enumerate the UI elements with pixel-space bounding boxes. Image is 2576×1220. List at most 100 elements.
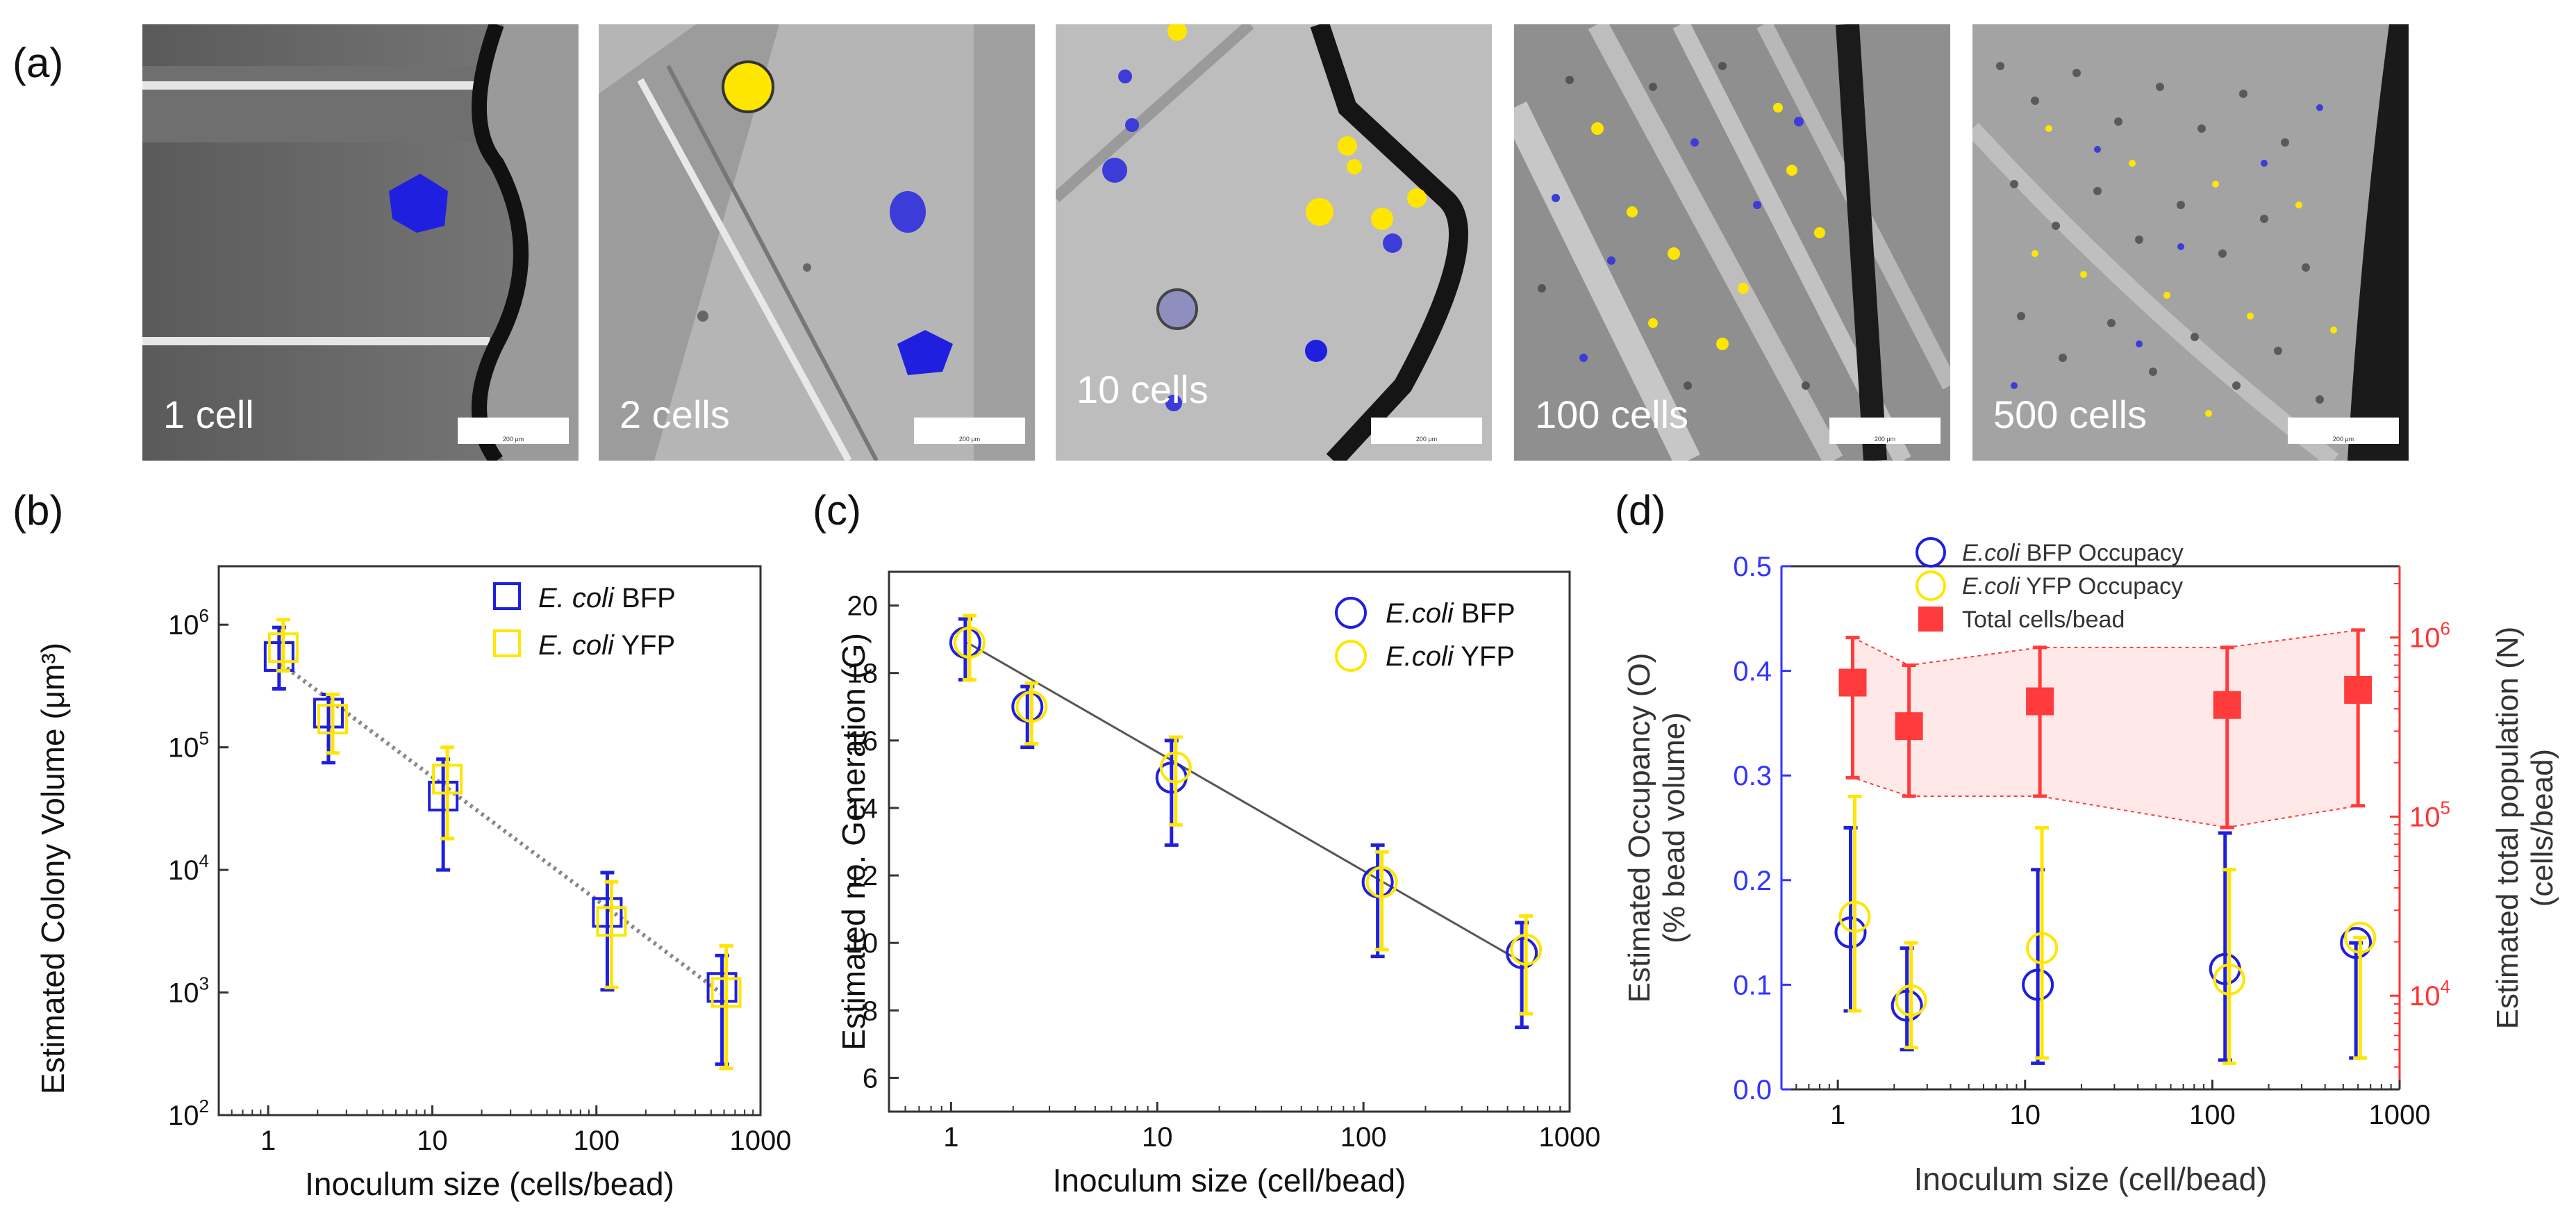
x-tick-label: 1: [260, 1126, 276, 1156]
tick-label-base: 10: [168, 610, 199, 641]
y-right-axis-label-unit: (cells/bead): [2525, 749, 2559, 907]
panel-label-a: (a): [13, 40, 64, 86]
y-left-tick-label: 0.4: [1733, 657, 1772, 687]
y-tick-label: 14: [847, 793, 879, 824]
scale-bar: 200 μm: [458, 418, 569, 444]
tick-label: 106: [2409, 618, 2450, 654]
tick-label-base: 10: [168, 855, 199, 886]
x-tick-label: 1000: [2369, 1100, 2431, 1130]
scale-bar: 200 μm: [914, 418, 1025, 444]
x-tick-label: 10: [417, 1126, 448, 1156]
y-right-axis-label: Estimated total population (N): [2491, 627, 2525, 1030]
x-tick-label: 100: [1340, 1122, 1387, 1153]
micrograph-1-cell: 1 cell 200 μm: [142, 24, 579, 461]
legend-label: E.coli BFP Occupacy: [1962, 540, 2184, 566]
legend-label: Total cells/bead: [1962, 607, 2125, 633]
fit-line: [967, 641, 1524, 964]
legend-marker: [1918, 607, 1943, 632]
x-axis-label: Inoculum size (cells/bead): [305, 1166, 674, 1202]
y-axis-label: Estimated Colony Volume (μm³): [35, 643, 71, 1094]
legend-label: E.coli BFP: [1386, 598, 1515, 629]
micrograph-image: [599, 24, 1035, 461]
data-point: [1015, 691, 1048, 723]
x-tick-label: 1000: [1539, 1122, 1601, 1153]
y-tick-label: 18: [847, 659, 879, 689]
legend-label: E.coli YFP Occupacy: [1962, 573, 2183, 600]
data-point: [2213, 963, 2245, 996]
chart-c: 1 10 100 1000 6 8 10 12 14 16 18 20 Inoculum size (c…: [836, 570, 1601, 1198]
y-left-tick-label: 0.3: [1733, 761, 1772, 791]
tick-label-base: 10: [168, 1101, 199, 1131]
plot-frame: [217, 565, 762, 1116]
data-point: [2026, 687, 2054, 716]
legend-italic: E.coli: [1962, 540, 2021, 566]
tick-label: 105: [2409, 797, 2450, 832]
tick-label-base: 10: [168, 733, 199, 764]
legend-marker: [1916, 537, 1946, 568]
y-axis-label: Estimated no. Generation (G): [836, 633, 872, 1050]
chart-d: 1 10 100 10000.00.10.20.30.40.5104105106Ino…: [1622, 537, 2559, 1197]
legend: E.coli BFP Occupacy E.coli YFP Occupacy To…: [1916, 537, 2184, 633]
micrograph-label: 10 cells: [1077, 368, 1208, 411]
micrograph-image: [1056, 24, 1492, 461]
y-left-tick-label: 0.0: [1733, 1075, 1772, 1105]
x-tick-label: 1: [943, 1122, 958, 1153]
data-point: [953, 626, 986, 659]
x-tick-label: 100: [2189, 1100, 2236, 1130]
tick-label: 106: [168, 605, 209, 641]
data-point: [711, 977, 742, 1008]
data-point: [2213, 691, 2241, 719]
micrograph-500-cells: 500 cells 200 μm: [1972, 24, 2409, 461]
tick-label-exponent: 5: [199, 728, 209, 749]
legend-label: E.coli YFP: [1386, 641, 1515, 672]
micrograph-label: 1 cell: [163, 393, 254, 436]
data-point: [313, 698, 344, 729]
data-point: [2026, 932, 2059, 964]
tick-label-base: 10: [2409, 981, 2441, 1012]
legend-marker: [493, 629, 521, 657]
micrograph-image: [142, 24, 579, 461]
legend-label: E. coli BFP: [538, 583, 676, 613]
panel-label-d: (d): [1615, 487, 1666, 534]
legend-italic: E. coli: [538, 583, 615, 613]
legend-rest: Total cells/bead: [1962, 607, 2125, 633]
tick-label-exponent: 3: [199, 973, 209, 994]
series-bfp: [263, 625, 738, 1066]
data-point: [1891, 989, 1923, 1022]
legend-marker: [1335, 640, 1367, 672]
y-tick-label: 8: [863, 996, 878, 1026]
data-point: [2344, 921, 2377, 954]
y-tick-label: 6: [863, 1063, 878, 1094]
legend-marker: [1916, 570, 1946, 601]
tick-label-exponent: 2: [199, 1096, 209, 1116]
data-point: [1365, 866, 1398, 898]
data-point: [1510, 933, 1543, 966]
legend-rest: BFP: [614, 583, 676, 613]
legend: E.coli BFP E.coli YFP: [1335, 597, 1515, 672]
y-left-tick-label: 0.2: [1733, 866, 1772, 896]
series-yfp-occupancy: [1838, 794, 2377, 1065]
series-yfp: [953, 613, 1543, 1016]
micrograph-2-cells: 2 cells 200 μm: [599, 24, 1035, 461]
x-tick-label: 1000: [730, 1126, 792, 1156]
panel-label-c: (c): [813, 487, 861, 534]
data-point: [1838, 900, 1871, 933]
tick-label-base: 10: [2409, 623, 2441, 654]
data-point: [267, 632, 299, 663]
legend-rest: BFP: [1454, 598, 1515, 629]
tick-label: 104: [2409, 976, 2450, 1012]
legend-italic: E.coli: [1962, 573, 2021, 600]
data-point: [596, 906, 627, 937]
tick-label: 102: [168, 1096, 209, 1131]
data-point: [1159, 751, 1192, 784]
scale-bar: 200 μm: [1829, 418, 1941, 444]
micrograph-image: [1514, 24, 1950, 461]
tick-label: 105: [168, 728, 209, 764]
tick-label-base: 10: [168, 978, 199, 1009]
series-bfp: [949, 617, 1538, 1030]
data-point: [2022, 968, 2054, 1001]
x-tick-label: 10: [1142, 1122, 1173, 1153]
